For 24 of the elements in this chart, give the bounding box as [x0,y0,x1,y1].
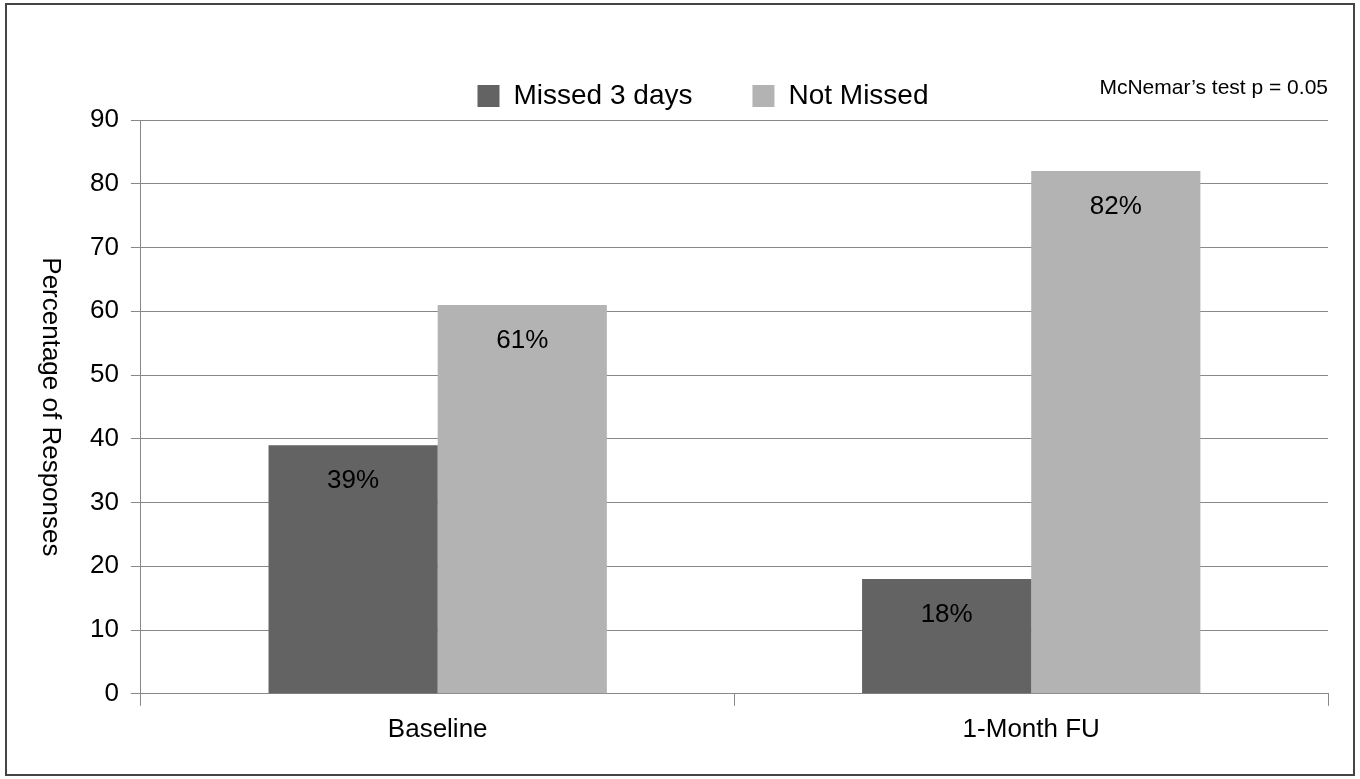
y-tick-label: 80 [90,166,119,197]
text: McNemar’s test p = 0.05 [1099,74,1328,98]
y-tick-label: 40 [90,421,119,452]
data-label: 82% [1089,190,1142,221]
y-tick-label: 30 [90,485,119,516]
bar [862,579,1032,694]
bar [1031,171,1201,694]
y-tick-label: 0 [104,676,119,707]
legend-label: Not Missed [788,78,929,110]
y-tick-label: 70 [90,230,119,261]
y-tick-label: 60 [90,294,119,325]
legend-label: Missed 3 days [513,78,693,110]
data-label: 61% [496,324,549,355]
data-label: 39% [327,464,380,495]
bar [268,445,438,694]
data-label: 18% [920,598,973,629]
y-tick-label: 20 [90,549,119,580]
y-tick-label: 10 [90,613,119,644]
x-tick-label: 1-Month FU [962,712,1100,743]
y-tick-label: 50 [90,358,119,389]
y-tick-label: 90 [90,103,119,134]
x-tick-label: Baseline [387,712,488,743]
bar [437,304,607,694]
y-axis-title: Percentage of Responses [36,257,67,557]
